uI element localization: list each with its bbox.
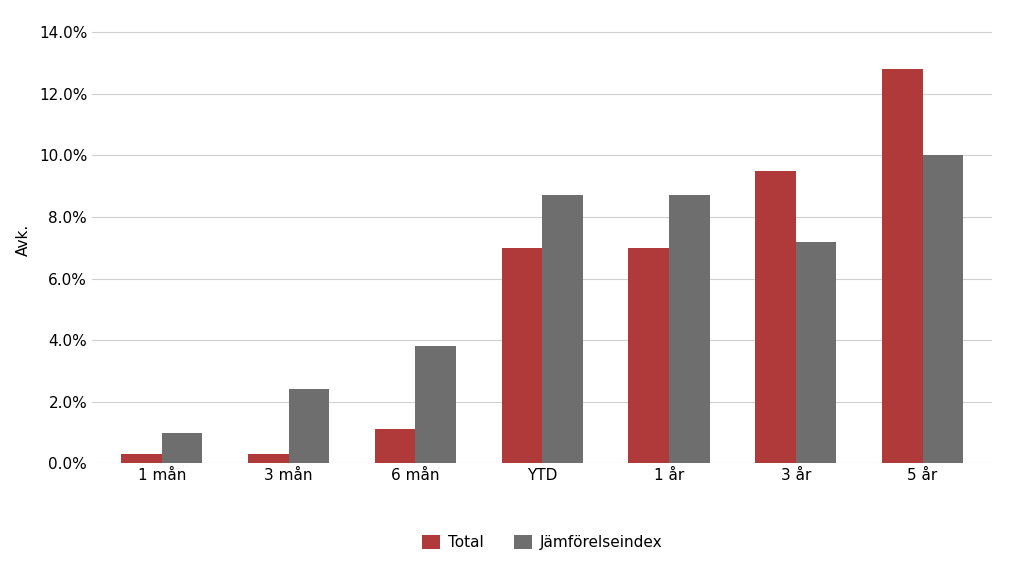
Bar	[796, 242, 837, 463]
Bar	[288, 389, 329, 463]
Y-axis label: Avk.: Avk.	[15, 224, 31, 257]
Bar	[415, 346, 456, 463]
Bar	[923, 155, 963, 463]
Bar	[248, 454, 288, 463]
Bar	[501, 248, 542, 463]
Bar	[882, 69, 923, 463]
Bar	[122, 454, 162, 463]
Legend: Total, Jämförelseindex: Total, Jämförelseindex	[415, 529, 669, 557]
Bar	[162, 433, 203, 463]
Bar	[755, 171, 796, 463]
Bar	[669, 195, 710, 463]
Bar	[628, 248, 669, 463]
Bar	[542, 195, 583, 463]
Bar	[374, 429, 415, 463]
